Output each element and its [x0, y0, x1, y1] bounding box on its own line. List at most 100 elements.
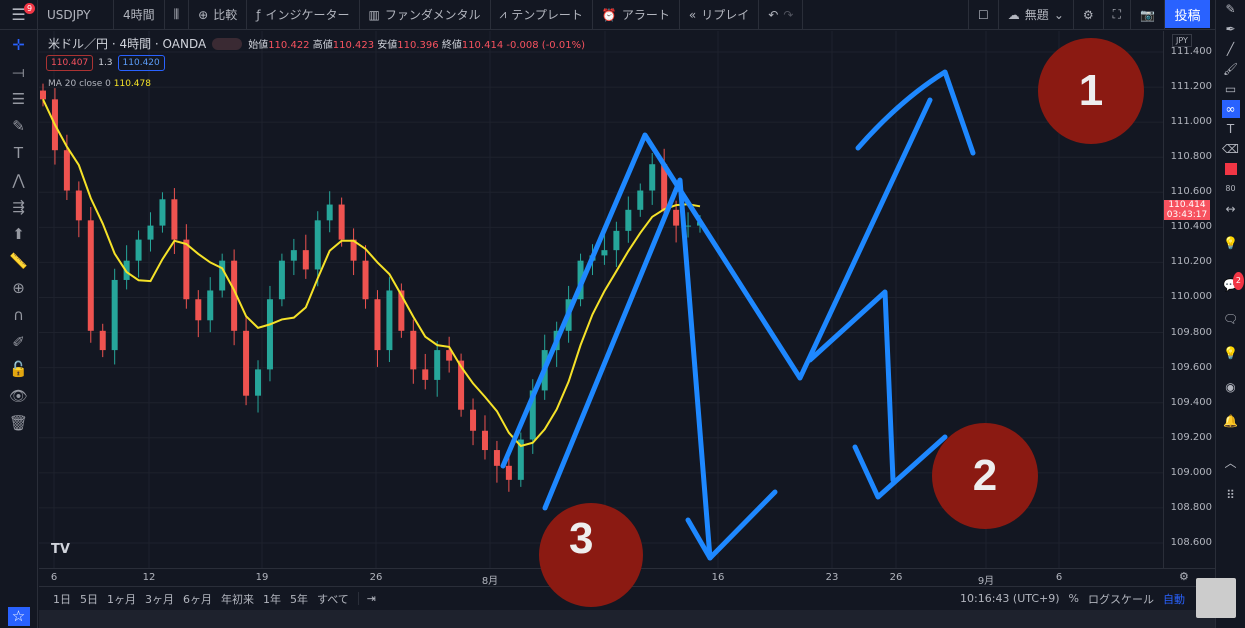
settings-button[interactable]: ⚙ [1074, 0, 1104, 30]
lock-drawing-icon[interactable]: ✐ [12, 333, 25, 351]
candle-body [183, 239, 190, 300]
axis-settings-gear-icon[interactable]: ⚙ [1179, 570, 1189, 583]
goto-date-icon[interactable]: ⇥ [357, 592, 376, 605]
spread-value: 1.3 [98, 58, 113, 68]
indicators-button[interactable]: ƒ インジケーター [247, 0, 360, 30]
lock-icon[interactable]: 🔓 [9, 360, 28, 378]
notification-badge: 9 [24, 2, 35, 14]
range-ytd[interactable]: 年初来 [221, 592, 254, 606]
ruler-icon[interactable]: 📏 [9, 252, 28, 270]
line-icon[interactable]: ╱ [1226, 42, 1235, 56]
candle-body [458, 360, 465, 410]
candle-body [685, 225, 692, 227]
templates-button[interactable]: ⩘ テンプレート [491, 0, 593, 30]
candle-body [470, 409, 477, 431]
arrow-up-icon[interactable]: ⬆ [12, 225, 25, 243]
sell-price-button[interactable]: 110.407 [46, 55, 94, 71]
rectangle-icon[interactable]: ▭ [1224, 82, 1237, 96]
range-1d[interactable]: 1日 [53, 592, 71, 606]
trash-icon[interactable]: 🗑 [8, 414, 29, 432]
rewind-icon: « [688, 7, 697, 22]
candle-body [434, 350, 441, 380]
link-icon[interactable]: ∞ [1221, 100, 1240, 118]
compare-button[interactable]: ⊕ 比較 [189, 0, 248, 30]
ideas-icon[interactable]: 💡 [1223, 346, 1238, 360]
text-icon[interactable]: T [13, 144, 24, 162]
redo-icon[interactable]: ↷ [783, 7, 794, 22]
range-3m[interactable]: 3ヶ月 [145, 592, 174, 606]
visibility-toggle[interactable] [212, 37, 243, 50]
magnet-icon[interactable]: ∩ [13, 306, 24, 324]
buy-price-button[interactable]: 110.420 [117, 55, 165, 71]
trend-line-icon[interactable]: ⟞ [12, 63, 25, 81]
eraser-icon[interactable]: ⌫ [1222, 142, 1239, 156]
auto-scale-toggle[interactable]: 自動 [1163, 592, 1185, 606]
zoom-icon[interactable]: ⊕ [12, 279, 25, 297]
collapse-icon[interactable]: ︿ [1224, 456, 1237, 470]
brush-icon[interactable]: ✎ [12, 117, 25, 135]
log-scale-toggle[interactable]: ログスケール [1088, 592, 1154, 606]
candle-body [195, 299, 202, 321]
bell-icon[interactable]: 🔔 [1223, 414, 1238, 428]
time-tick: 19 [255, 572, 269, 583]
avatar [1196, 578, 1236, 618]
fullscreen-button[interactable]: ⛶ [1104, 0, 1132, 30]
candle-body [505, 465, 512, 480]
range-1m[interactable]: 1ヶ月 [107, 592, 136, 606]
candle-body [135, 239, 142, 261]
alert-button[interactable]: ⏰ アラート [593, 0, 680, 30]
layout-toggle[interactable]: ☐ [968, 0, 999, 30]
undo-redo[interactable]: ↶ ↷ [759, 0, 804, 30]
chat-icon[interactable]: 💬 2 [1223, 272, 1244, 294]
range-all[interactable]: すべて [317, 592, 349, 606]
pattern-icon[interactable]: ⋀ [12, 171, 25, 189]
replay-button[interactable]: « リプレイ [680, 0, 760, 30]
post-button[interactable]: 投稿 [1165, 0, 1210, 28]
favorites-star-icon[interactable]: ☆ [7, 607, 30, 626]
percent-toggle[interactable]: % [1068, 592, 1079, 605]
stream-icon[interactable]: ◉ [1225, 380, 1236, 394]
price-axis[interactable]: JPY 110.414 03:43:17 111.400 111.200 111.00… [1163, 31, 1215, 568]
candle-body [481, 430, 488, 451]
swap-icon[interactable]: ↔ [1225, 202, 1236, 216]
currency-selector[interactable]: JPY [1172, 34, 1192, 47]
symbol-title: 米ドル／円 · 4時間 · OANDA [48, 37, 207, 51]
annotation-circle-1: 1 [1038, 38, 1144, 144]
bar-chart-icon: ▥ [368, 7, 380, 22]
candle-body [99, 330, 106, 351]
undo-icon[interactable]: ↶ [768, 7, 779, 22]
last-price: 110.414 [1168, 200, 1206, 210]
ma-legend[interactable]: MA 20 close 0 110.478 [48, 79, 151, 89]
range-5d[interactable]: 5日 [80, 592, 98, 606]
brush-icon[interactable]: 🖌 [1222, 62, 1239, 76]
color-swatch[interactable] [1224, 163, 1237, 175]
snapshot-button[interactable]: 📷 [1131, 0, 1165, 30]
crosshair-icon[interactable]: ✛ [12, 36, 25, 54]
chart-type-button[interactable]: ⫼ [165, 0, 190, 30]
interval-button[interactable]: 4時間 [114, 0, 165, 30]
dots-icon[interactable]: ⠿ [1226, 488, 1235, 502]
pencil-icon[interactable]: ✎ [1225, 2, 1236, 16]
messages-icon[interactable]: 🗨 [1222, 312, 1239, 326]
prediction-icon[interactable]: ⇶ [12, 198, 25, 216]
candle-body [553, 330, 560, 351]
fx-icon: ƒ [256, 7, 261, 22]
text-icon[interactable]: T [1226, 122, 1235, 136]
fundamentals-button[interactable]: ▥ ファンダメンタル [360, 0, 491, 30]
eye-icon[interactable]: 👁 [8, 387, 29, 405]
menu-button[interactable]: ☰ 9 [0, 0, 38, 30]
symbol-search[interactable]: USDJPY [38, 0, 114, 30]
range-5y[interactable]: 5年 [290, 592, 308, 606]
marker-icon[interactable]: ✒ [1225, 22, 1236, 36]
candle-body [565, 299, 572, 331]
layout-name-button[interactable]: ☁ 無題 ⌄ [999, 0, 1074, 30]
lightbulb-icon[interactable]: 💡 [1223, 236, 1238, 250]
candle-body [219, 260, 226, 291]
fib-icon[interactable]: ☰ [11, 90, 26, 108]
clock[interactable]: 10:16:43 (UTC+9) [960, 592, 1060, 605]
thickness-value[interactable]: 80 [1225, 184, 1236, 193]
gear-icon: ⚙ [1082, 7, 1094, 22]
price-tick: 111.200 [1170, 81, 1212, 93]
range-1y[interactable]: 1年 [263, 592, 281, 606]
range-6m[interactable]: 6ヶ月 [183, 592, 212, 606]
